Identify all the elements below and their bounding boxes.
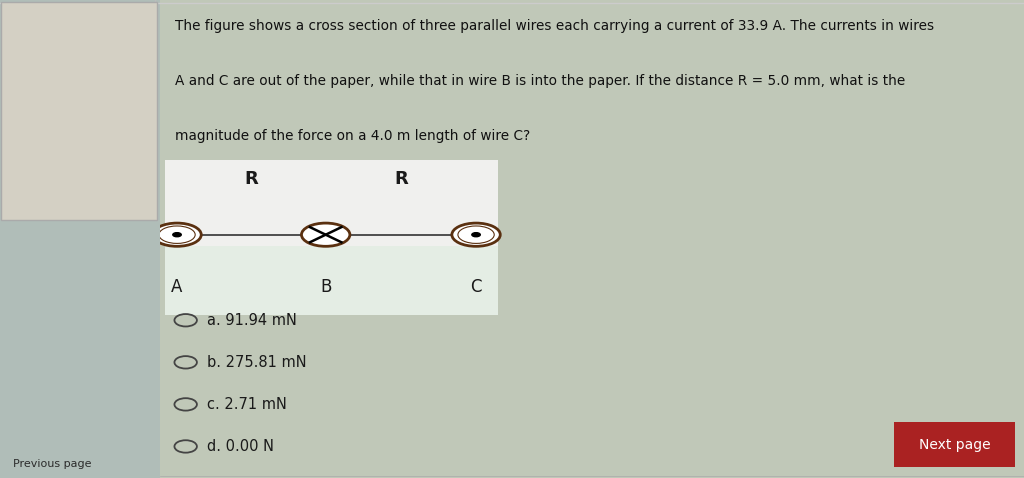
Text: b. 275.81 mN: b. 275.81 mN <box>207 355 307 370</box>
Text: 8: 8 <box>115 12 128 30</box>
Ellipse shape <box>452 223 501 246</box>
FancyBboxPatch shape <box>894 422 1016 467</box>
Text: Not yet: Not yet <box>12 55 58 68</box>
Text: a. 91.94 mN: a. 91.94 mN <box>207 313 297 328</box>
Text: Question: Question <box>12 12 79 26</box>
Text: A: A <box>171 278 182 296</box>
Text: d. 0.00 N: d. 0.00 N <box>207 439 274 454</box>
Ellipse shape <box>173 233 181 237</box>
Text: Next page: Next page <box>920 437 990 452</box>
Ellipse shape <box>301 223 350 246</box>
Text: B: B <box>319 278 332 296</box>
Text: Marked out of: Marked out of <box>12 117 99 130</box>
Text: R: R <box>394 170 408 188</box>
Ellipse shape <box>153 223 202 246</box>
Text: A and C are out of the paper, while that in wire B is into the paper. If the dis: A and C are out of the paper, while that… <box>175 74 905 88</box>
Ellipse shape <box>472 233 480 237</box>
Text: R: R <box>245 170 258 188</box>
Text: ⚑ Flag question: ⚑ Flag question <box>9 179 110 192</box>
Text: magnitude of the force on a 4.0 m length of wire C?: magnitude of the force on a 4.0 m length… <box>175 129 530 143</box>
Bar <box>165 160 498 315</box>
Text: The figure shows a cross section of three parallel wires each carrying a current: The figure shows a cross section of thre… <box>175 19 935 33</box>
Text: Previous page: Previous page <box>12 459 91 469</box>
Bar <box>165 160 498 246</box>
Text: answered: answered <box>12 79 74 92</box>
Text: c. 2.71 mN: c. 2.71 mN <box>207 397 287 412</box>
Text: C: C <box>470 278 482 296</box>
Text: 1.00: 1.00 <box>12 141 41 154</box>
